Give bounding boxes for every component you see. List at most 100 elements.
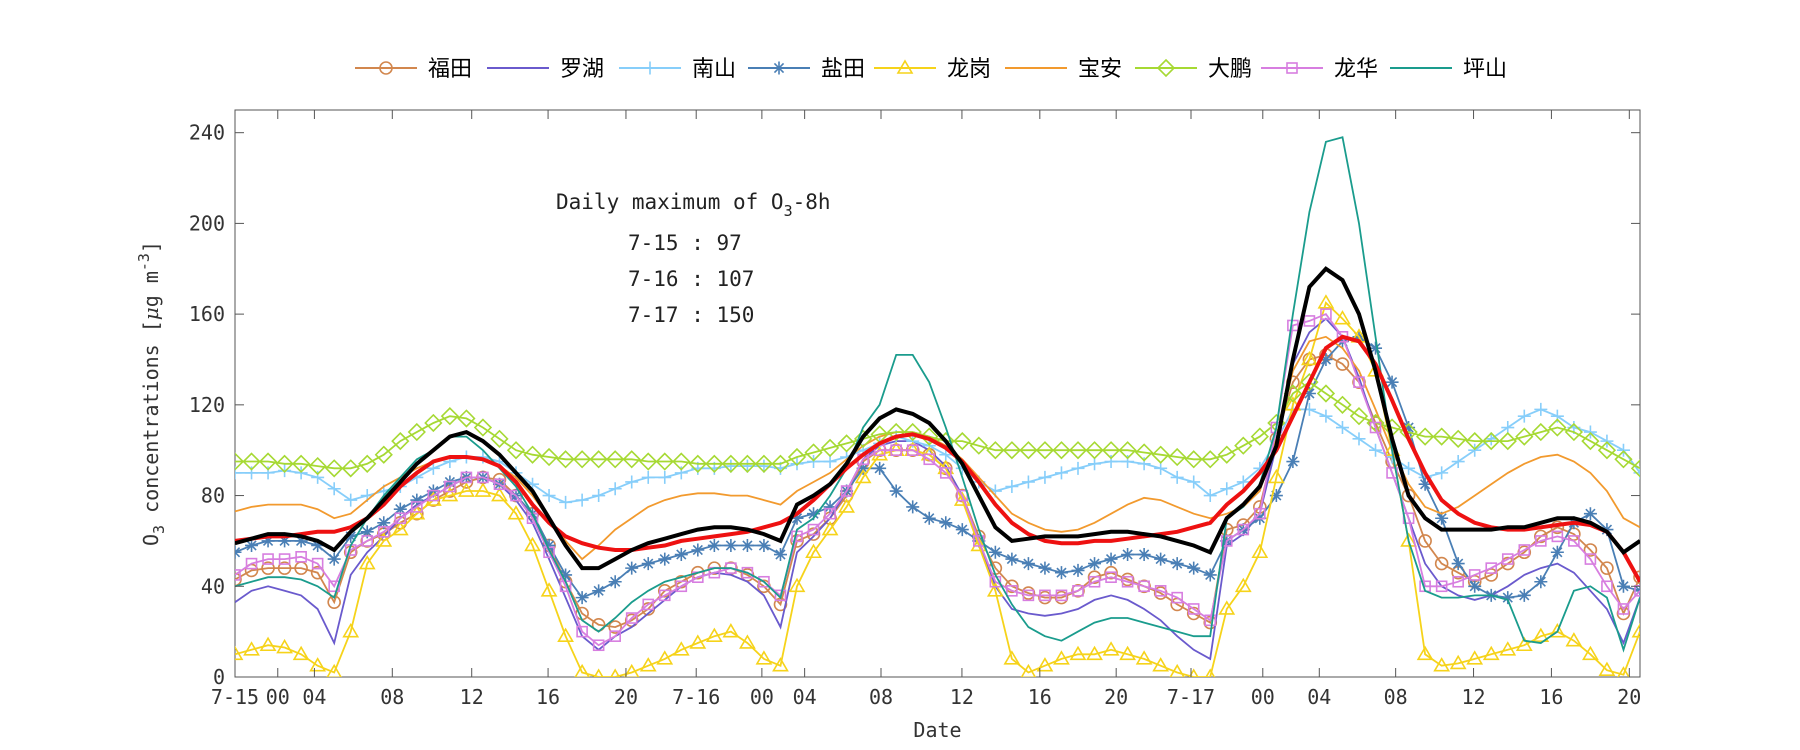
series-5-point (259, 636, 277, 652)
series-7-point (1564, 422, 1584, 442)
series-7-point (1035, 441, 1055, 460)
series-7-point (242, 452, 261, 471)
series-7-point (490, 429, 509, 448)
series-7-point (738, 454, 757, 473)
series-8-point (1055, 589, 1068, 602)
series-4-point (278, 534, 292, 548)
series-7-point (1217, 445, 1236, 464)
series-5-point (1188, 668, 1199, 677)
series-7-point (556, 450, 575, 469)
series-4-point (559, 568, 573, 582)
series-5-point (1036, 657, 1054, 672)
series-3-point (1335, 421, 1349, 435)
series-5-point (243, 641, 260, 656)
series-8-point (906, 444, 919, 457)
series-3-point (790, 457, 804, 471)
series-8-point (1320, 308, 1332, 320)
series-5-point (953, 491, 971, 506)
series-8-point (1204, 614, 1217, 627)
series-7-point (1250, 427, 1269, 446)
x-tick-label: 16 (1539, 685, 1563, 709)
series-1-point (1600, 561, 1614, 575)
series-8-point (1039, 589, 1051, 602)
series-8-point (592, 639, 605, 652)
series-8-point (1468, 569, 1481, 581)
series-4-point (1038, 561, 1052, 575)
series-3-point (1154, 461, 1168, 475)
series-3-point (575, 493, 589, 507)
legend-label: 罗湖 (560, 57, 604, 82)
series-4-point (1121, 548, 1135, 562)
series-8-point (1617, 603, 1630, 615)
series-5-point (755, 650, 773, 665)
legend-marker (1286, 62, 1298, 74)
series-7-point (606, 450, 625, 469)
series-4-point (1154, 552, 1168, 566)
series-8-point (1105, 571, 1117, 584)
series-1-point (1038, 590, 1052, 605)
series-8-point (377, 526, 390, 538)
series-4-point (906, 500, 920, 514)
series-3-point (625, 475, 639, 489)
series-4-point (377, 516, 391, 530)
series-1-point (790, 534, 804, 548)
series-3-point (1088, 457, 1102, 471)
series-4-point (740, 538, 754, 552)
series-4-point (922, 511, 936, 525)
series-8-point (1568, 535, 1580, 547)
series-3-point (658, 470, 672, 484)
series-4-point (691, 543, 705, 557)
series-7-point (457, 409, 476, 428)
series-3-point (1451, 455, 1465, 469)
series-8-point (1518, 544, 1531, 556)
series-3-point (1021, 475, 1035, 489)
series-7-point (1531, 422, 1550, 442)
series-3-point (1038, 470, 1052, 484)
series-8-point (1254, 507, 1266, 520)
series-7-point (572, 450, 592, 469)
series-4-point (542, 538, 556, 552)
series-7-point (655, 452, 674, 471)
series-8-point (576, 625, 588, 638)
series-8-point (1220, 535, 1233, 547)
series-8-point (235, 569, 241, 581)
series-8-point (658, 589, 671, 602)
x-tick-label: 20 (614, 685, 638, 709)
series-4-point (1435, 511, 1449, 525)
series-5-point (1582, 645, 1599, 661)
series-7-point (374, 445, 393, 464)
series-line-9 (235, 136, 1640, 653)
x-tick-label: 16 (1028, 685, 1052, 709)
series-7-point (308, 456, 327, 476)
series-5-point (593, 668, 604, 677)
y-axis-label: O3 concentrations [μg m-3] (135, 241, 168, 546)
series-5-point (574, 663, 590, 677)
series-7-point (1498, 431, 1517, 451)
series-5-point (1334, 310, 1351, 325)
series-1-point (1500, 556, 1515, 571)
series-8-point (625, 612, 638, 624)
series-7-point (589, 450, 608, 469)
y-tick-label: 120 (189, 393, 225, 417)
series-7-point (903, 422, 922, 442)
series-4-point (1517, 588, 1531, 602)
series-7-point (424, 413, 443, 433)
series-8-point (1601, 580, 1613, 593)
series-5-point (1053, 650, 1070, 665)
series-7-point (1134, 443, 1154, 462)
series-1-point (1137, 579, 1151, 594)
series-4-point (1021, 557, 1035, 571)
annotation-line: 7-16 : 107 (628, 267, 754, 291)
series-8-point (1154, 585, 1167, 597)
series-8 (235, 308, 1640, 652)
series-5-point (557, 627, 574, 642)
legend-label: 盐田 (821, 57, 865, 82)
series-4-point (1088, 557, 1102, 571)
x-tick-label: 12 (950, 685, 974, 709)
series-7-point (506, 441, 526, 460)
series-3-point (235, 466, 242, 480)
series-4-point (327, 552, 341, 566)
series-7-point (523, 445, 542, 464)
legend-item-4: 盐田 (748, 57, 865, 82)
series-1-point (657, 584, 672, 598)
